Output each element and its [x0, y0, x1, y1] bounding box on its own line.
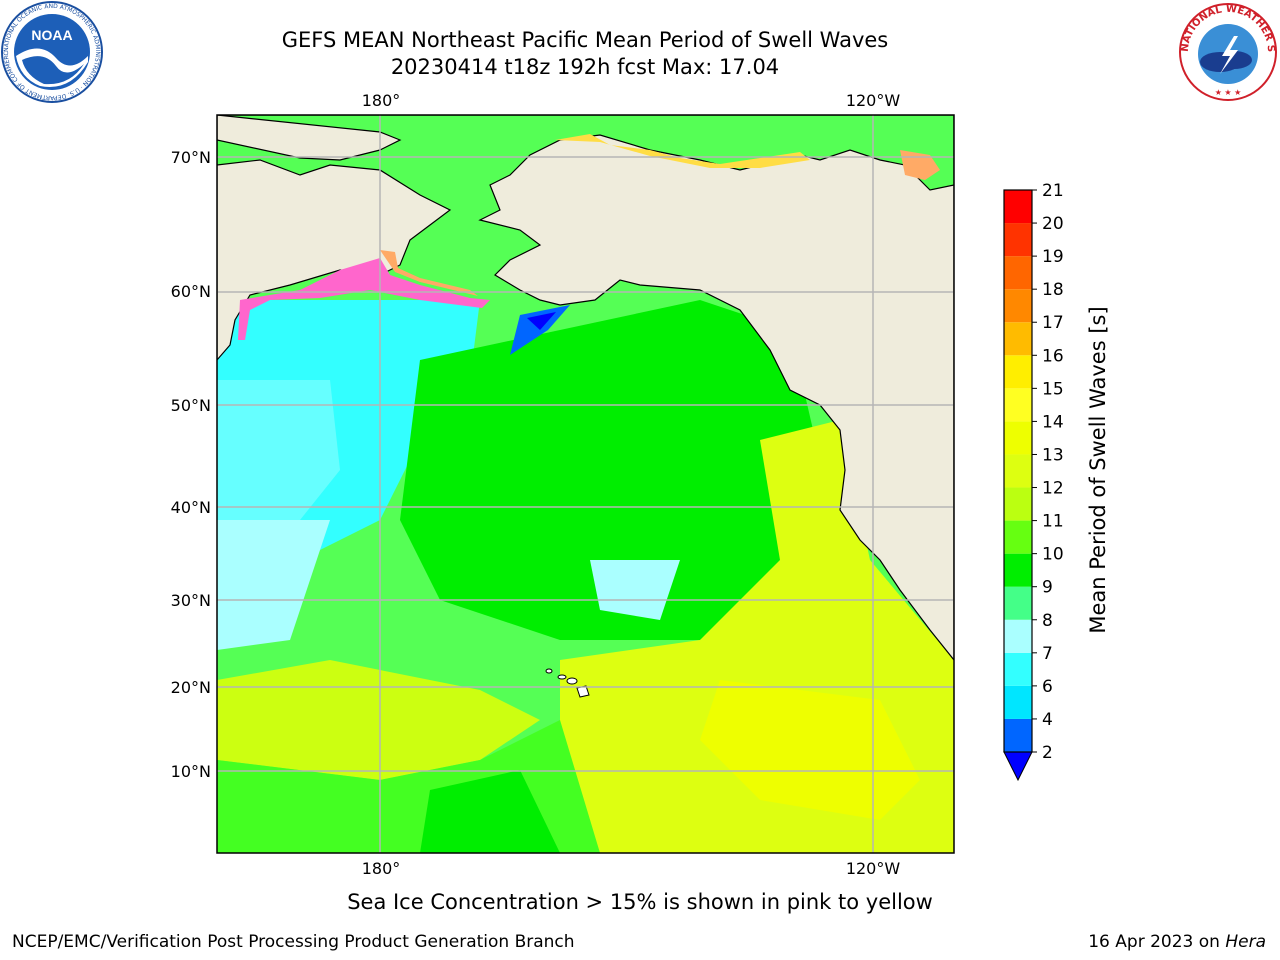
colorbar-tick-label: 18: [1042, 280, 1064, 300]
colorbar-swatch: [1004, 685, 1032, 719]
colorbar-tick-label: 9: [1042, 578, 1053, 598]
lat-label-70n: 70°N: [171, 148, 211, 167]
colorbar-swatch: [1004, 322, 1032, 356]
footer-credit: NCEP/EMC/Verification Post Processing Pr…: [12, 932, 575, 952]
colorbar-swatch: [1004, 190, 1032, 224]
noaa-text: NOAA: [31, 27, 72, 43]
colorbar-tick-label: 6: [1042, 677, 1053, 697]
sea-ice-note: Sea Ice Concentration > 15% is shown in …: [347, 890, 933, 914]
colorbar-swatch: [1004, 388, 1032, 422]
lat-label-60n: 60°N: [171, 282, 211, 301]
chart-title: GEFS MEAN Northeast Pacific Mean Period …: [281, 28, 889, 52]
lon-label-bottom-180: 180°: [362, 859, 401, 878]
lat-label-20n: 20°N: [171, 678, 211, 697]
colorbar-tick-label: 20: [1042, 214, 1064, 234]
colorbar-tick-label: 12: [1042, 479, 1064, 499]
colorbar-extend-arrow: [1003, 751, 1033, 782]
footer-machine: Hera: [1225, 932, 1266, 952]
lat-label-10n: 10°N: [171, 762, 211, 781]
colorbar-tick-label: 2: [1042, 743, 1053, 763]
lat-label-30n: 30°N: [171, 591, 211, 610]
colorbar-swatch: [1004, 454, 1032, 488]
svg-text:★ ★ ★: ★ ★ ★: [1215, 88, 1242, 97]
colorbar-swatch: [1004, 223, 1032, 257]
colorbar-tick-label: 15: [1042, 379, 1064, 399]
colorbar-tick-label: 14: [1042, 412, 1064, 432]
colorbar: 2 4 6 7 8 9 10 11 12 13 14 15 16 17 18 19 20 21: [1003, 181, 1064, 782]
colorbar-swatch: [1004, 652, 1032, 686]
colorbar-tick-label: 16: [1042, 346, 1064, 366]
colorbar-tick-label: 7: [1042, 644, 1053, 664]
colorbar-tick-label: 10: [1042, 545, 1064, 565]
land: [217, 115, 954, 661]
map-field: [217, 115, 954, 853]
colorbar-swatch: [1004, 355, 1032, 389]
colorbar-swatch: [1004, 487, 1032, 521]
lon-label-bottom-120w: 120°W: [846, 859, 901, 878]
noaa-logo: NATIONAL OCEANIC AND ATMOSPHERIC ADMINIS…: [0, 0, 103, 103]
colorbar-frame: [1003, 189, 1033, 753]
colorbar-tick-label: 4: [1042, 710, 1053, 730]
hawaii-islands: [545, 668, 590, 698]
colorbar-swatch: [1004, 421, 1032, 455]
swell-region-green: [400, 300, 820, 640]
colorbar-swatch: [1004, 256, 1032, 290]
colorbar-swatch: [1004, 520, 1032, 554]
lon-label-top-120w: 120°W: [846, 91, 901, 110]
lat-label-50n: 50°N: [171, 396, 211, 415]
colorbar-tick-label: 8: [1042, 611, 1053, 631]
lat-label-40n: 40°N: [171, 498, 211, 517]
graticule: [217, 115, 954, 853]
colorbar-tick-label: 17: [1042, 313, 1064, 333]
footer-date: 16 Apr 2023 on Hera: [1088, 932, 1266, 952]
colorbar-swatch: [1004, 718, 1032, 752]
colorbar-swatch: [1004, 289, 1032, 323]
colorbar-swatch: [1004, 619, 1032, 653]
colorbar-tick-label: 19: [1042, 247, 1064, 267]
map-frame: [216, 114, 955, 854]
colorbar-swatch: [1004, 553, 1032, 587]
nws-logo: NATIONAL WEATHER SERVICE ★ ★ ★: [1176, 0, 1277, 101]
footer-date-text: 16 Apr 2023 on: [1088, 932, 1220, 952]
lon-label-top-180: 180°: [362, 91, 401, 110]
colorbar-tick-label: 21: [1042, 181, 1064, 201]
swell-region-light-cyan: [217, 520, 330, 650]
colorbar-tick-label: 13: [1042, 445, 1064, 465]
colorbar-title: Mean Period of Swell Waves [s]: [1086, 306, 1110, 634]
chart-subtitle: 20230414 t18z 192h fcst Max: 17.04: [390, 55, 780, 79]
colorbar-swatch: [1004, 586, 1032, 620]
colorbar-tick-label: 11: [1042, 512, 1064, 532]
